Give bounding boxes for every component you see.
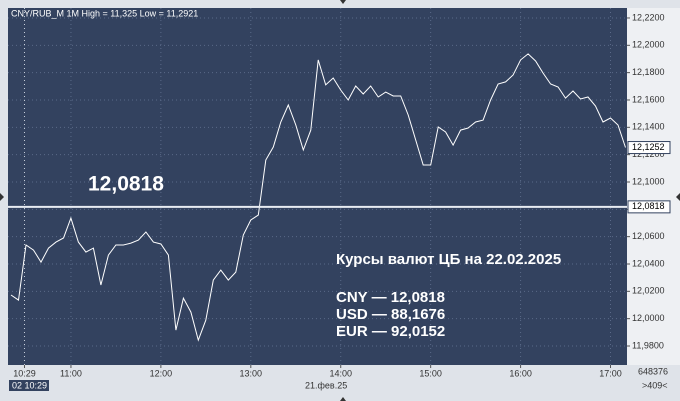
y-axis-panel — [627, 8, 680, 365]
last-price-label: 12,1252 — [632, 142, 665, 152]
y-tick-label: 12,2000 — [632, 40, 665, 50]
date-label: 21.фев.25 — [305, 380, 347, 390]
x-tick-label: 15:00 — [419, 368, 442, 378]
y-tick-label: 12,0200 — [632, 286, 665, 296]
x-tick-label: 13:00 — [240, 368, 263, 378]
marker — [340, 0, 346, 4]
y-tick-label: 12,0000 — [632, 313, 665, 323]
y-tick-label: 12,2200 — [632, 12, 665, 22]
cursor-label: 02 10:29 — [12, 380, 47, 390]
x-tick-label: 14:00 — [329, 368, 352, 378]
annotation: USD — 88,1676 — [336, 306, 445, 323]
annotation: CNY — 12,0818 — [336, 289, 445, 306]
x-tick-label: 10:29 — [13, 368, 36, 378]
price-badge — [627, 200, 671, 214]
y-tick-label: 12,0400 — [632, 258, 665, 268]
cursor-badge — [9, 380, 49, 391]
y-tick-label: 12,1000 — [632, 176, 665, 186]
y-tick-label: 12,0600 — [632, 231, 665, 241]
annotation: Курсы валют ЦБ на 22.02.2025 — [336, 251, 561, 268]
annotation: EUR — 92,0152 — [336, 323, 445, 340]
x-tick-label: 12:00 — [150, 368, 173, 378]
price-badge-label: 12,0818 — [632, 201, 665, 211]
chart-title: CNY/RUB_M 1M High = 11,325 Low = 11,2921 — [11, 8, 198, 18]
marker — [0, 193, 4, 201]
last-price-badge — [627, 141, 671, 155]
y-tick-label: 12,1400 — [632, 122, 665, 132]
price-line — [10, 53, 626, 342]
marks — [8, 53, 627, 342]
marker — [676, 193, 680, 201]
x-tick-label: 17:00 — [599, 368, 622, 378]
price-line-label: 12,0818 — [88, 173, 164, 196]
footer-label: 648376 — [638, 366, 668, 376]
y-tick-label: 11,9800 — [632, 340, 664, 350]
marker — [340, 397, 346, 401]
y-tick-label: 12,1600 — [632, 94, 665, 104]
x-tick-label: 11:00 — [60, 368, 82, 378]
x-tick-label: 16:00 — [509, 368, 532, 378]
footer-label: >409< — [642, 380, 668, 390]
y-tick-label: 12,1800 — [632, 67, 665, 77]
